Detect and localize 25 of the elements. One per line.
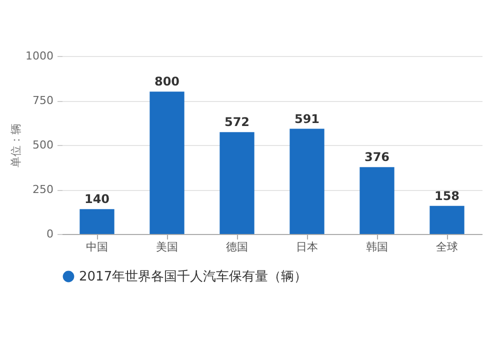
y-tick-label: 1000 — [26, 50, 54, 62]
bar — [290, 128, 324, 234]
bar — [150, 92, 184, 234]
y-tick-label: 750 — [32, 94, 54, 107]
bar — [220, 132, 254, 234]
x-tick-label: 德国 — [226, 240, 248, 254]
x-tick-label: 日本 — [296, 240, 318, 254]
data-label: 572 — [224, 115, 250, 130]
bar — [360, 167, 394, 234]
data-label: 140 — [84, 192, 110, 206]
data-label: 158 — [434, 188, 460, 203]
x-tick-label: 全球 — [436, 240, 458, 254]
y-tick-label: 0 — [46, 228, 54, 240]
x-tick-label: 中国 — [86, 240, 108, 254]
y-tick-label: 500 — [32, 138, 54, 152]
data-label: 376 — [364, 150, 390, 164]
y-tick-label: 250 — [32, 183, 54, 196]
y-axis-title: 单位：辆 — [10, 124, 23, 168]
data-label: 800 — [154, 74, 180, 89]
data-label: 591 — [294, 112, 320, 126]
bar — [430, 206, 464, 234]
x-tick-label: 韩国 — [366, 240, 388, 254]
x-tick-label: 美国 — [156, 240, 178, 254]
bar — [80, 209, 114, 234]
legend-label: 2017年世界各国千人汽车保有量（辆） — [79, 270, 308, 284]
